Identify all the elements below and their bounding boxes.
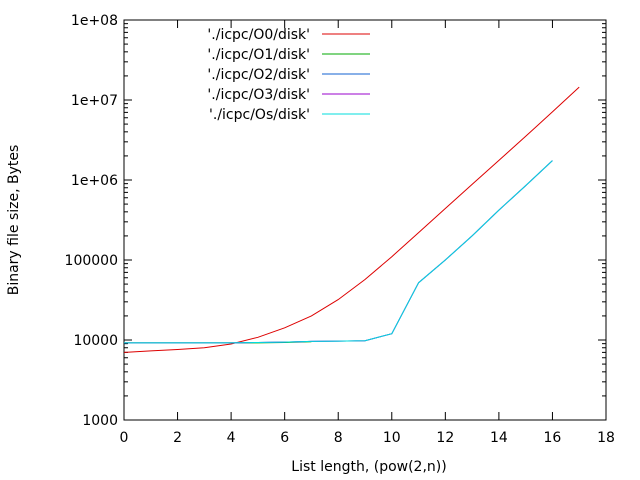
y-tick-label: 1e+08 xyxy=(71,13,118,29)
series-line-3 xyxy=(124,160,553,344)
y-tick-label: 1e+07 xyxy=(71,93,118,109)
series-line-1 xyxy=(123,86,580,353)
x-axis-label: List length, (pow(2,n)) xyxy=(291,459,446,475)
x-tick-label: 8 xyxy=(334,430,343,446)
x-tick-label: 10 xyxy=(383,430,401,446)
legend-label-2: './icpc/O1/disk' xyxy=(207,47,310,63)
legend-label-4: './icpc/O3/disk' xyxy=(207,87,310,103)
y-tick-label: 1000 xyxy=(82,413,118,429)
x-tick-label: 16 xyxy=(544,430,562,446)
y-axis-label: Binary file size, Bytes xyxy=(6,145,22,296)
x-tick-label: 14 xyxy=(490,430,508,446)
legend: './icpc/O0/disk' './icpc/O1/disk' './icpc/… xyxy=(207,27,370,123)
legend-label-1: './icpc/O0/disk' xyxy=(207,27,310,43)
y-axis: 1000 10000 100000 1e+06 1e+07 1e+08 xyxy=(65,13,606,429)
x-tick-label: 2 xyxy=(173,430,182,446)
x-tick-label: 0 xyxy=(120,430,129,446)
series-line-4 xyxy=(124,160,553,344)
y-tick-label: 1e+06 xyxy=(71,173,118,189)
x-axis: 0 2 4 6 8 10 12 14 16 18 xyxy=(120,20,615,446)
series-group xyxy=(123,86,580,353)
legend-label-3: './icpc/O2/disk' xyxy=(207,67,310,83)
x-tick-label: 18 xyxy=(597,430,615,446)
plot-frame xyxy=(123,19,607,421)
legend-label-5: './icpc/Os/disk' xyxy=(209,107,310,123)
y-tick-label: 100000 xyxy=(65,253,118,269)
x-tick-label: 4 xyxy=(227,430,236,446)
y-tick-label: 10000 xyxy=(73,333,118,349)
x-tick-label: 12 xyxy=(436,430,454,446)
x-tick-label: 6 xyxy=(280,430,289,446)
series-line-5 xyxy=(124,160,553,344)
